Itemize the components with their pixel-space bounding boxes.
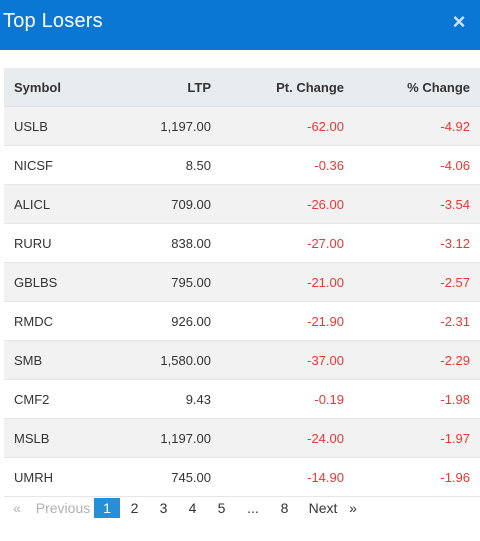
cell-pt-change: -0.36 (211, 145, 344, 185)
cell-ltp: 9.43 (114, 379, 211, 419)
page-button-5[interactable]: 5 (217, 500, 226, 516)
cell-pt-change: -27.00 (211, 223, 344, 263)
table-header-row: Symbol LTP Pt. Change % Change (4, 68, 480, 107)
cell-pt-change: -62.00 (211, 106, 344, 146)
cell-symbol: RMDC (4, 301, 114, 341)
cell-ltp: 838.00 (114, 223, 211, 263)
cell-ltp: 8.50 (114, 145, 211, 185)
cell-pt-change: -21.00 (211, 262, 344, 302)
page-button-3[interactable]: 3 (159, 500, 168, 516)
pagination: « Previous 1 2 3 4 5 ... 8 Next » (10, 497, 359, 519)
cell-ltp: 795.00 (114, 262, 211, 302)
modal-header: Top Losers × (0, 0, 480, 50)
cell-symbol: CMF2 (4, 379, 114, 419)
table-row[interactable]: CMF2 9.43 -0.19 -1.98 (4, 379, 480, 419)
cell-pct-change: -3.54 (344, 184, 480, 224)
cell-pct-change: -1.97 (344, 418, 480, 458)
cell-pt-change: -37.00 (211, 340, 344, 380)
cell-pct-change: -2.29 (344, 340, 480, 380)
next-page-button[interactable]: Next (308, 500, 338, 516)
cell-pct-change: -3.12 (344, 223, 480, 263)
header-symbol[interactable]: Symbol (4, 68, 114, 107)
cell-ltp: 709.00 (114, 184, 211, 224)
header-ltp[interactable]: LTP (114, 68, 211, 107)
table-row[interactable]: ALICL 709.00 -26.00 -3.54 (4, 184, 480, 224)
previous-page-button[interactable]: Previous (35, 500, 91, 516)
modal-title: Top Losers (3, 10, 103, 32)
close-icon[interactable]: × (452, 9, 466, 34)
cell-pct-change: -2.57 (344, 262, 480, 302)
cell-pct-change: -4.06 (344, 145, 480, 185)
table-row[interactable]: RMDC 926.00 -21.90 -2.31 (4, 301, 480, 341)
table-row[interactable]: UMRH 745.00 -14.90 -1.96 (4, 457, 480, 497)
cell-symbol: UMRH (4, 457, 114, 497)
cell-symbol: MSLB (4, 418, 114, 458)
table-row[interactable]: RURU 838.00 -27.00 -3.12 (4, 223, 480, 263)
cell-pct-change: -1.98 (344, 379, 480, 419)
last-page-arrow-icon[interactable]: » (349, 500, 357, 516)
page-button-2[interactable]: 2 (130, 500, 139, 516)
cell-ltp: 745.00 (114, 457, 211, 497)
cell-ltp: 1,580.00 (114, 340, 211, 380)
page-button-1[interactable]: 1 (94, 498, 120, 518)
cell-pt-change: -14.90 (211, 457, 344, 497)
cell-pct-change: -1.96 (344, 457, 480, 497)
cell-pct-change: -2.31 (344, 301, 480, 341)
first-page-arrow-icon[interactable]: « (13, 500, 21, 516)
page-ellipsis: ... (247, 500, 259, 516)
cell-pct-change: -4.92 (344, 106, 480, 146)
cell-pt-change: -24.00 (211, 418, 344, 458)
header-pt-change[interactable]: Pt. Change (211, 68, 344, 107)
cell-symbol: NICSF (4, 145, 114, 185)
losers-table: Symbol LTP Pt. Change % Change USLB 1,19… (4, 68, 480, 497)
table-row[interactable]: SMB 1,580.00 -37.00 -2.29 (4, 340, 480, 380)
cell-symbol: RURU (4, 223, 114, 263)
cell-ltp: 926.00 (114, 301, 211, 341)
table-row[interactable]: MSLB 1,197.00 -24.00 -1.97 (4, 418, 480, 458)
cell-symbol: ALICL (4, 184, 114, 224)
cell-symbol: USLB (4, 106, 114, 146)
cell-pt-change: -21.90 (211, 301, 344, 341)
cell-ltp: 1,197.00 (114, 418, 211, 458)
cell-pt-change: -0.19 (211, 379, 344, 419)
cell-symbol: SMB (4, 340, 114, 380)
cell-pt-change: -26.00 (211, 184, 344, 224)
table-row[interactable]: USLB 1,197.00 -62.00 -4.92 (4, 106, 480, 146)
cell-ltp: 1,197.00 (114, 106, 211, 146)
page-button-8[interactable]: 8 (280, 500, 289, 516)
table-row[interactable]: GBLBS 795.00 -21.00 -2.57 (4, 262, 480, 302)
table-row[interactable]: NICSF 8.50 -0.36 -4.06 (4, 145, 480, 185)
cell-symbol: GBLBS (4, 262, 114, 302)
header-pct-change[interactable]: % Change (344, 68, 480, 107)
page-button-4[interactable]: 4 (188, 500, 197, 516)
losers-table-container: Symbol LTP Pt. Change % Change USLB 1,19… (4, 68, 480, 497)
